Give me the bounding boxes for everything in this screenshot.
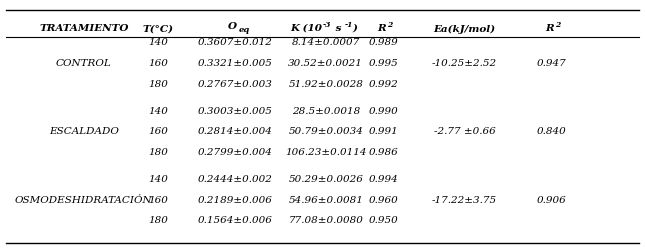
Text: 0.2189±0.006: 0.2189±0.006 <box>198 196 273 205</box>
Text: 0.947: 0.947 <box>537 59 566 68</box>
Text: eq: eq <box>239 26 250 34</box>
Text: -2.77 ±0.66: -2.77 ±0.66 <box>433 127 495 136</box>
Text: K (10: K (10 <box>290 24 322 33</box>
Text: 30.52±0.0021: 30.52±0.0021 <box>288 59 363 68</box>
Text: 0.990: 0.990 <box>369 107 399 116</box>
Text: 28.5±0.0018: 28.5±0.0018 <box>292 107 360 116</box>
Text: T(°C): T(°C) <box>143 24 174 34</box>
Text: 140: 140 <box>148 38 168 47</box>
Text: -3: -3 <box>323 21 332 29</box>
Text: R: R <box>545 24 553 33</box>
Text: TRATAMIENTO: TRATAMIENTO <box>39 24 128 34</box>
Text: 106.23±0.0114: 106.23±0.0114 <box>285 148 366 157</box>
Text: 180: 180 <box>148 148 168 157</box>
Text: 0.2799±0.004: 0.2799±0.004 <box>198 148 273 157</box>
Text: -10.25±2.52: -10.25±2.52 <box>432 59 497 68</box>
Text: ESCALDADO: ESCALDADO <box>49 127 119 136</box>
Text: 0.992: 0.992 <box>369 80 399 89</box>
Text: 0.1564±0.006: 0.1564±0.006 <box>198 216 273 225</box>
Text: R: R <box>377 24 386 33</box>
Text: 0.991: 0.991 <box>369 127 399 136</box>
Text: 0.3003±0.005: 0.3003±0.005 <box>198 107 273 116</box>
Text: 180: 180 <box>148 80 168 89</box>
Text: 0.2767±0.003: 0.2767±0.003 <box>198 80 273 89</box>
Text: O: O <box>228 22 237 32</box>
Text: 54.96±0.0081: 54.96±0.0081 <box>288 196 363 205</box>
Text: ): ) <box>353 24 358 33</box>
Text: s: s <box>332 24 342 33</box>
Text: 180: 180 <box>148 216 168 225</box>
Text: 0.840: 0.840 <box>537 127 566 136</box>
Text: 0.995: 0.995 <box>369 59 399 68</box>
Text: 50.79±0.0034: 50.79±0.0034 <box>288 127 363 136</box>
Text: 0.994: 0.994 <box>369 175 399 184</box>
Text: 0.986: 0.986 <box>369 148 399 157</box>
Text: OSMODESHIDRATACIÓN: OSMODESHIDRATACIÓN <box>15 196 153 205</box>
Text: Ea(kJ/mol): Ea(kJ/mol) <box>433 24 495 34</box>
Text: 0.960: 0.960 <box>369 196 399 205</box>
Text: 0.950: 0.950 <box>369 216 399 225</box>
Text: 77.08±0.0080: 77.08±0.0080 <box>288 216 363 225</box>
Text: 0.906: 0.906 <box>537 196 566 205</box>
Text: 140: 140 <box>148 107 168 116</box>
Text: 2: 2 <box>555 21 560 29</box>
Text: 50.29±0.0026: 50.29±0.0026 <box>288 175 363 184</box>
Text: 0.2814±0.004: 0.2814±0.004 <box>198 127 273 136</box>
Text: -1: -1 <box>344 21 353 29</box>
Text: 0.3321±0.005: 0.3321±0.005 <box>198 59 273 68</box>
Text: 160: 160 <box>148 196 168 205</box>
Text: 0.2444±0.002: 0.2444±0.002 <box>198 175 273 184</box>
Text: 0.989: 0.989 <box>369 38 399 47</box>
Text: 2: 2 <box>387 21 392 29</box>
Text: 160: 160 <box>148 59 168 68</box>
Text: 160: 160 <box>148 127 168 136</box>
Text: 8.14±0.0007: 8.14±0.0007 <box>292 38 360 47</box>
Text: 0.3607±0.012: 0.3607±0.012 <box>198 38 273 47</box>
Text: 140: 140 <box>148 175 168 184</box>
Text: CONTROL: CONTROL <box>56 59 112 68</box>
Text: 51.92±0.0028: 51.92±0.0028 <box>288 80 363 89</box>
Text: -17.22±3.75: -17.22±3.75 <box>432 196 497 205</box>
